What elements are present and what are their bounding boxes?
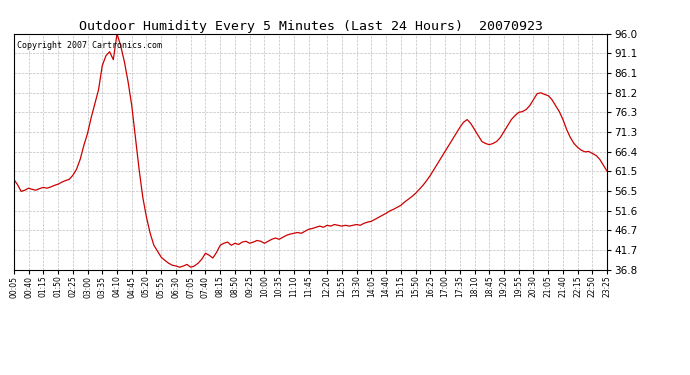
Text: Copyright 2007 Cartronics.com: Copyright 2007 Cartronics.com (17, 41, 161, 50)
Title: Outdoor Humidity Every 5 Minutes (Last 24 Hours)  20070923: Outdoor Humidity Every 5 Minutes (Last 2… (79, 20, 542, 33)
